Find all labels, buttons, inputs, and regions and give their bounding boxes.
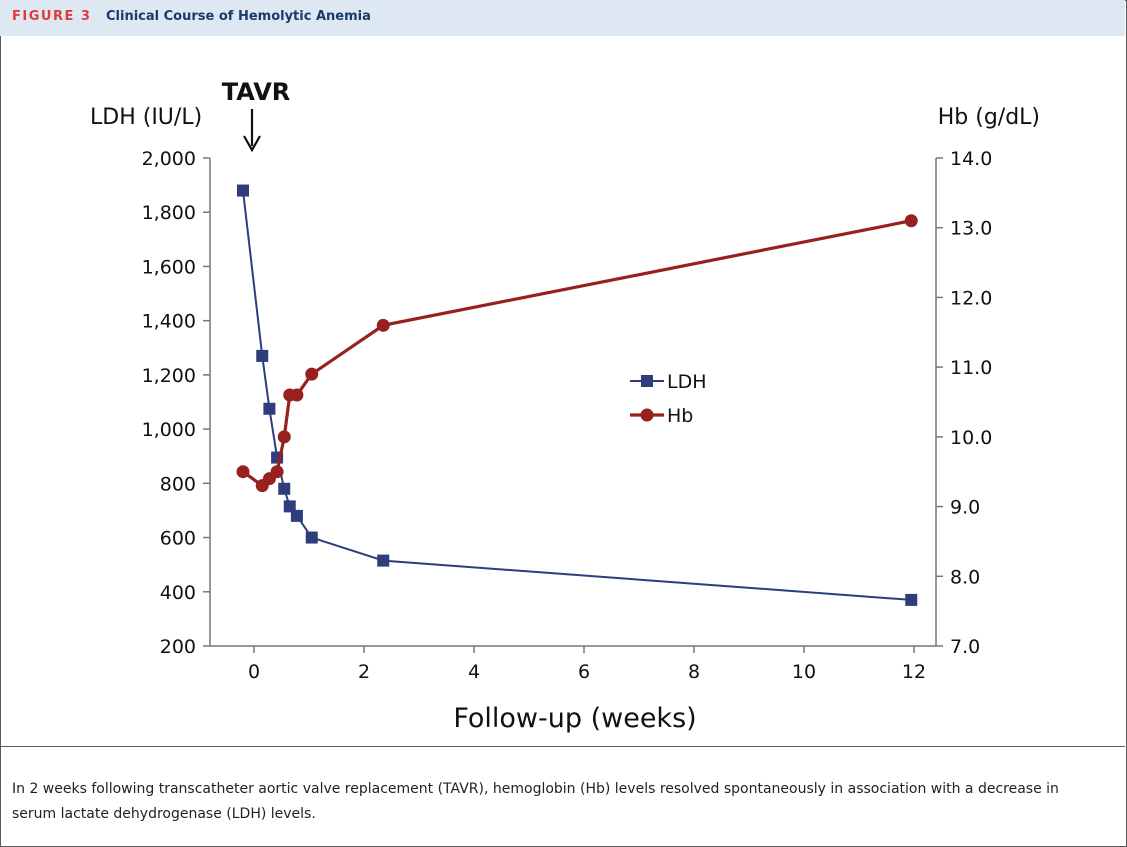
x-tick-label: 2 [358,661,370,683]
ldh-point [256,349,269,362]
y-left-tick-label: 400 [160,582,196,604]
y-left-tick-label: 1,200 [142,365,196,387]
hb-point [904,214,918,228]
ldh-point [263,402,276,415]
x-axis-label: Follow-up (weeks) [453,703,696,734]
ldh-point [283,500,296,513]
y-right-tick-label: 8.0 [950,566,980,588]
chart-legend: LDH Hb [630,371,707,427]
ldh-point [377,554,390,567]
hb-point [236,465,250,479]
hb-point [270,465,284,479]
y-left-tick-label: 2,000 [142,148,196,170]
ldh-point [290,509,303,522]
chart-series [236,184,918,606]
x-tick-label: 10 [792,661,816,683]
y-right-tick-label: 9.0 [950,497,980,519]
legend-ldh-marker [641,375,653,387]
y-left-tick-label: 1,000 [142,419,196,441]
figure-label: FIGURE 3 [12,9,92,24]
y-axis-right-label: Hb (g/dL) [938,105,1040,130]
ldh-point [237,184,249,197]
caption-divider [0,746,1125,747]
y-left-tick-label: 600 [160,528,196,550]
y-right-tick-label: 7.0 [950,636,980,658]
y-right-tick-label: 12.0 [950,287,992,309]
x-tick-label: 12 [902,661,926,683]
chart-axes: 200 400 600 800 1,000 1,200 1,400 1,600 1,800 2,0… [90,78,1040,734]
hb-point [277,430,291,444]
legend-hb-label: Hb [667,405,693,427]
y-right-tick-label: 14.0 [950,148,992,170]
x-tick-label: 4 [468,661,480,683]
hb-line [242,219,912,488]
ldh-line [242,190,912,601]
hb-series [236,214,918,493]
tavr-arrow-head [243,135,261,153]
y-right-tick-label: 13.0 [950,218,992,240]
x-tick-label: 0 [248,661,260,683]
ldh-point [905,593,918,606]
figure-header: FIGURE 3 Clinical Course of Hemolytic An… [0,0,1125,36]
x-tick-label: 8 [688,661,700,683]
hb-point [290,388,304,402]
chart-svg: 200 400 600 800 1,000 1,200 1,400 1,600 1,800 2,0… [90,78,1040,734]
ldh-point [278,482,291,495]
y-left-tick-label: 1,600 [142,256,196,278]
y-left-tick-label: 1,800 [142,202,196,224]
hb-point [376,318,390,332]
ldh-series [237,184,918,606]
figure-title: Clinical Course of Hemolytic Anemia [106,9,371,24]
hb-point [305,367,319,381]
legend-ldh-label: LDH [667,371,707,393]
x-tick-label: 6 [578,661,590,683]
figure-caption: In 2 weeks following transcatheter aorti… [12,781,1059,822]
y-left-tick-label: 200 [160,636,196,658]
legend-hb-marker [640,408,654,422]
y-axis-left-label: LDH (IU/L) [90,105,202,130]
ldh-point [305,531,318,544]
y-left-tick-label: 1,400 [142,311,196,333]
y-right-tick-label: 10.0 [950,427,992,449]
tavr-annotation-label: TAVR [222,78,291,106]
chart-area: 200 400 600 800 1,000 1,200 1,400 1,600 1,800 2,0… [0,36,1125,746]
y-right-tick-label: 11.0 [950,357,992,379]
y-left-tick-label: 800 [160,473,196,495]
